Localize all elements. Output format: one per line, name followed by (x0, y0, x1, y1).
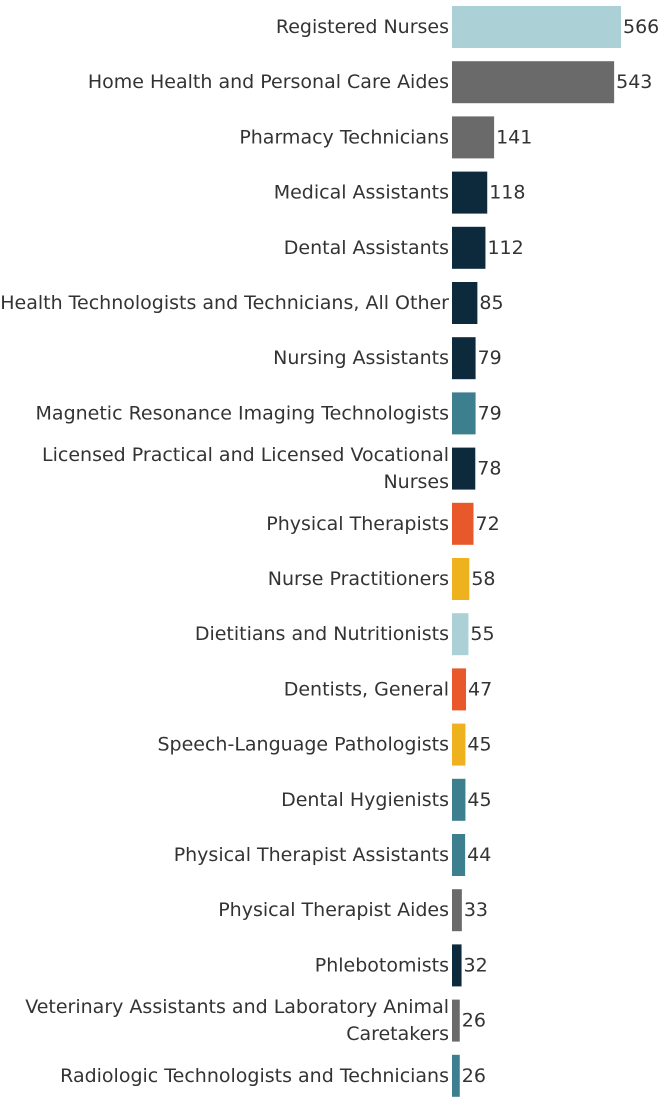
value-label: 55 (470, 623, 494, 645)
value-label: 47 (468, 678, 492, 700)
value-label: 112 (487, 237, 523, 259)
category-label: Phlebotomists (315, 954, 449, 976)
category-label: Nurses (383, 471, 449, 493)
bar (452, 6, 621, 48)
bar (452, 723, 466, 766)
value-label: 44 (467, 844, 491, 866)
value-label: 72 (475, 513, 499, 535)
bar (452, 502, 474, 545)
value-label: 45 (467, 789, 491, 811)
bar (452, 337, 476, 380)
bar (452, 613, 469, 656)
value-label: 26 (462, 1010, 486, 1032)
bar (452, 834, 466, 876)
bar (452, 889, 462, 932)
category-label: Licensed Practical and Licensed Vocation… (42, 444, 449, 466)
value-label: 141 (496, 126, 532, 148)
category-label: Nursing Assistants (273, 347, 449, 369)
value-label: 26 (462, 1065, 486, 1087)
bar (452, 1054, 460, 1097)
bar (452, 999, 460, 1042)
category-label: Registered Nurses (276, 16, 449, 38)
category-label: Health Technologists and Technicians, Al… (0, 292, 449, 314)
category-label: Dietitians and Nutritionists (195, 623, 449, 645)
bar (452, 944, 462, 987)
value-label: 78 (477, 458, 501, 480)
category-label: Physical Therapist Assistants (174, 844, 449, 866)
category-label: Radiologic Technologists and Technicians (60, 1065, 449, 1087)
category-label: Veterinary Assistants and Laboratory Ani… (25, 996, 449, 1018)
bar (452, 668, 467, 711)
category-label: Caretakers (346, 1023, 449, 1045)
value-label: 118 (489, 182, 525, 204)
bar (452, 558, 470, 600)
value-label: 566 (623, 16, 659, 38)
category-label: Magnetic Resonance Imaging Technologists (36, 402, 449, 424)
category-label: Speech-Language Pathologists (157, 734, 449, 756)
category-label: Dentists, General (284, 678, 449, 700)
bar (452, 778, 466, 821)
category-label: Medical Assistants (274, 182, 449, 204)
value-label: 543 (616, 71, 652, 93)
category-label: Physical Therapists (266, 513, 449, 535)
value-label: 79 (478, 347, 502, 369)
value-label: 45 (467, 734, 491, 756)
bar (452, 171, 488, 214)
bar (452, 447, 476, 490)
category-label: Dental Hygienists (281, 789, 449, 811)
category-label: Pharmacy Technicians (239, 126, 449, 148)
bar (452, 61, 615, 104)
category-label: Dental Assistants (284, 237, 449, 259)
value-label: 32 (464, 954, 488, 976)
value-label: 79 (478, 402, 502, 424)
bar (452, 282, 478, 324)
category-label: Home Health and Personal Care Aides (88, 71, 449, 93)
bar (452, 392, 476, 435)
category-label: Physical Therapist Aides (218, 899, 449, 921)
value-label: 33 (464, 899, 488, 921)
value-label: 58 (471, 568, 495, 590)
category-label: Nurse Practitioners (268, 568, 449, 590)
bar (452, 226, 486, 269)
bar (452, 116, 495, 159)
value-label: 85 (479, 292, 503, 314)
